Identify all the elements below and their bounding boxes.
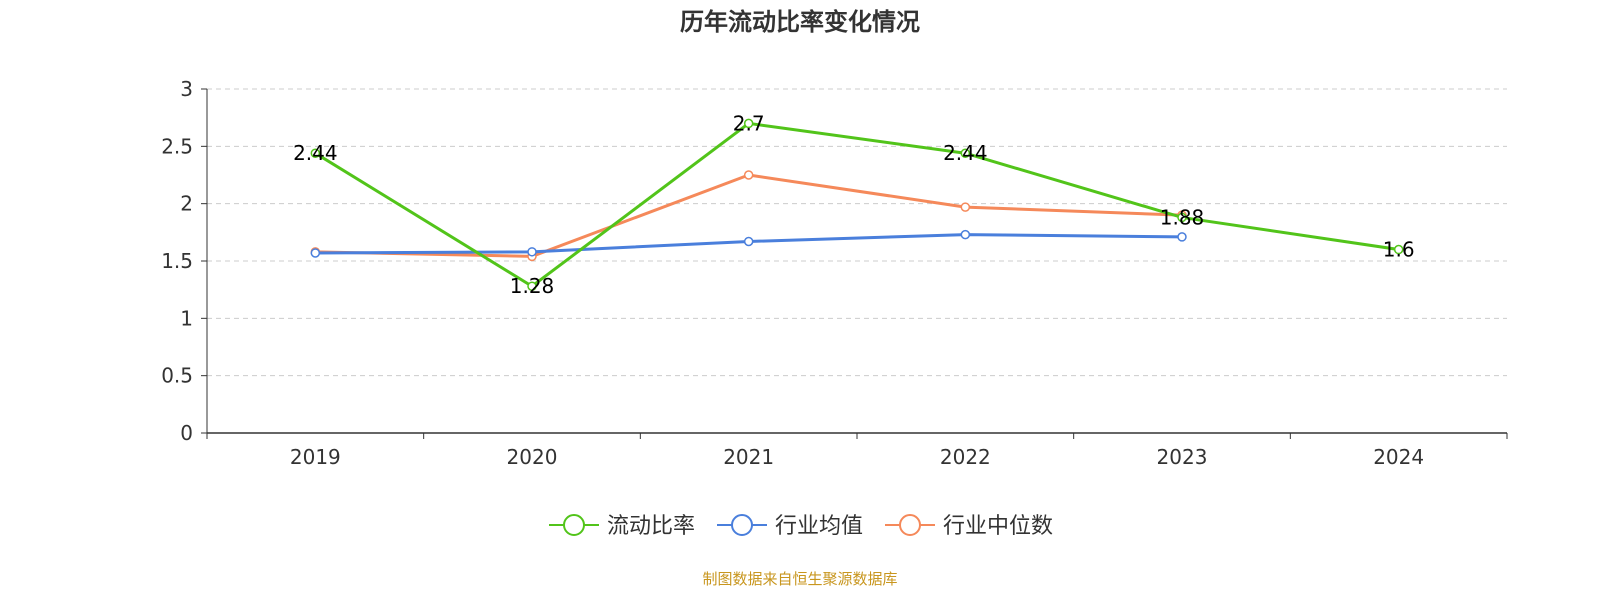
data-point-1-2023[interactable] [1177,232,1187,242]
legend-item-2[interactable]: 行业中位数 [885,514,1053,539]
data-point-1-2020[interactable] [527,247,537,257]
legend-item-0[interactable]: 流动比率 [549,514,695,539]
legend-label-0: 流动比率 [607,514,695,539]
data-point-1-2022[interactable] [960,229,971,240]
data-label-2022: 2.44 [943,141,988,165]
chart-title: 历年流动比率变化情况 [680,8,920,36]
y-tick-label-2: 1 [180,306,193,330]
y-tick-label-1: 0.5 [161,364,193,388]
series-2 [310,170,1187,262]
axes: 0 0.5 1 1.5 2 2.5 3 2019 2020 2021 2022 2023 2024 [161,77,1508,469]
data-point-0-2020[interactable] [527,281,537,291]
x-tick-label-2021: 2021 [723,445,774,469]
legend-marker-icon-1 [731,514,753,536]
legend-marker-icon-0 [563,514,585,536]
grid-lines [207,88,1507,377]
legend-label-1: 行业均值 [775,514,863,539]
legend-item-1[interactable]: 行业均值 [717,514,863,539]
series-line-0 [314,121,1399,288]
data-point-0-2021[interactable] [743,118,754,129]
x-tick-label-2020: 2020 [507,445,558,469]
y-tick-label-3: 1.5 [161,249,193,273]
data-point-1-2021[interactable] [743,236,754,247]
data-point-0-2023[interactable] [1177,212,1187,223]
data-point-2-2021[interactable] [743,170,754,180]
data-point-1-2019[interactable] [310,248,321,258]
data-label-2024: 1.6 [1383,238,1415,262]
legend-label-2: 行业中位数 [943,514,1053,539]
data-point-0-2024[interactable] [1393,244,1404,255]
source-note: 制图数据来自恒生聚源数据库 [702,570,897,588]
x-tick-label-2022: 2022 [940,445,991,469]
legend[interactable]: 流动比率 行业均值 行业中位数 [549,514,1053,539]
data-point-2-2022[interactable] [960,202,971,212]
data-label-2021: 2.7 [733,111,765,135]
data-labels: 2.44 1.28 2.7 2.44 1.88 1.6 [293,111,1415,298]
data-label-2020: 1.28 [510,274,555,298]
y-tick-label-0: 0 [180,421,193,445]
data-point-0-2022[interactable] [960,148,971,158]
data-point-0-2019[interactable] [310,148,321,158]
data-label-2023: 1.88 [1160,205,1205,229]
y-tick-label-5: 2.5 [161,134,193,158]
series-0 [310,118,1404,291]
series-lines [310,118,1404,291]
data-label-2019: 2.44 [293,141,338,165]
legend-marker-icon-2 [899,514,921,536]
y-tick-label-6: 3 [180,77,193,101]
x-tick-label-2023: 2023 [1157,445,1208,469]
series-1 [310,229,1187,258]
x-tick-label-2024: 2024 [1373,445,1424,469]
y-tick-label-4: 2 [180,192,193,216]
x-tick-label-2019: 2019 [290,445,341,469]
